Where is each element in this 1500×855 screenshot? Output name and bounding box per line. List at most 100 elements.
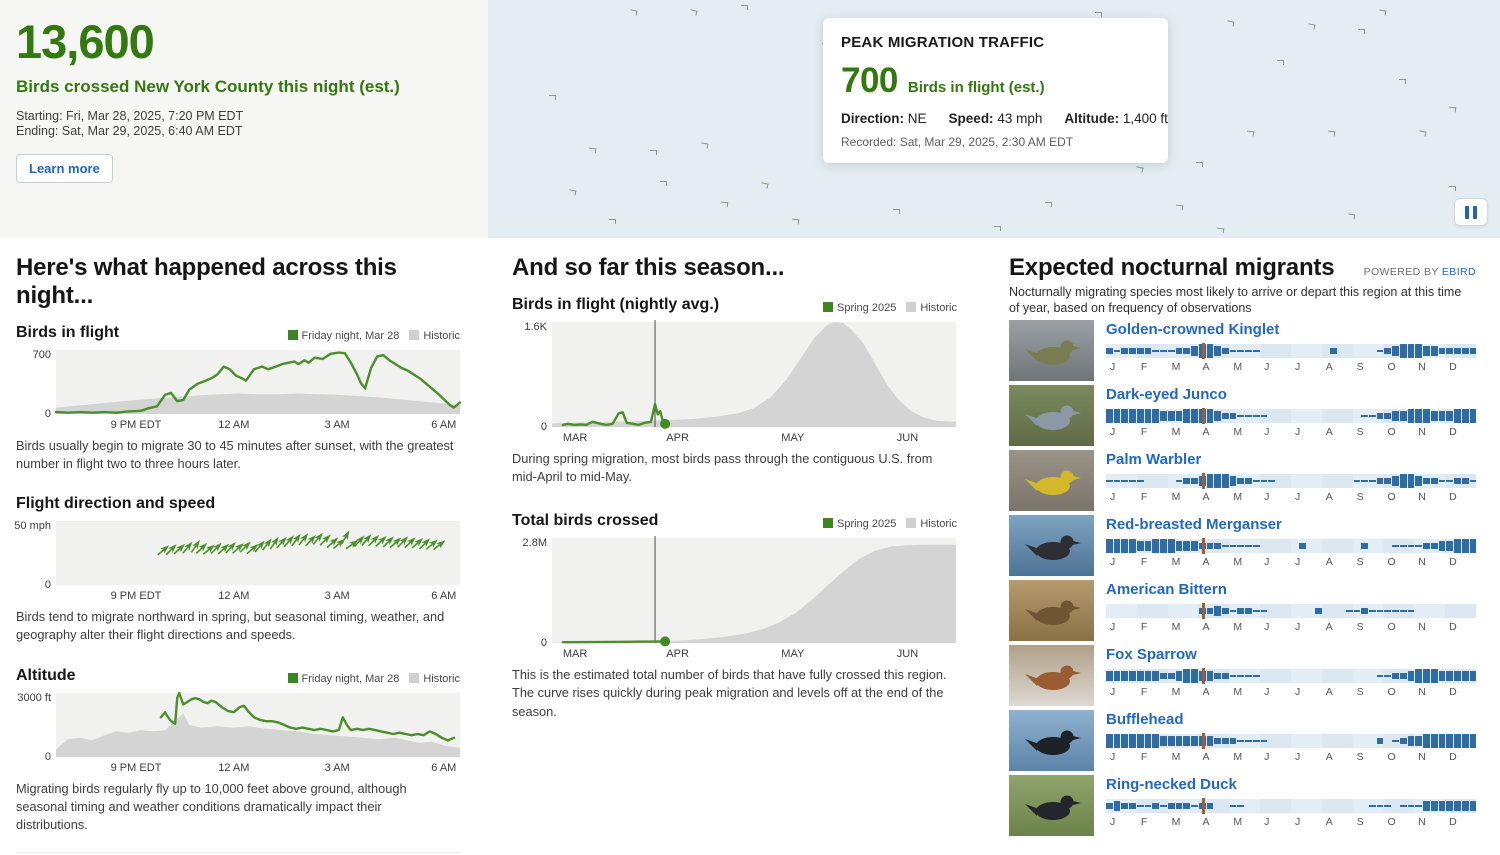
svg-text:0: 0 (541, 421, 547, 433)
bird-arrow-icon (1044, 202, 1052, 208)
species-photo[interactable] (1009, 385, 1094, 447)
ebird-link[interactable]: EBIRD (1441, 266, 1476, 278)
species-name-link[interactable]: American Bittern (1106, 581, 1227, 599)
birds-in-flight-chart: 700 0 9 PM EDT 12 AM 3 AM 6 AM (16, 347, 462, 431)
migrants-column: Expected nocturnal migrants POWERED BY E… (1009, 238, 1477, 853)
chart-legend: Spring 2025 Historic (823, 518, 957, 530)
peak-birds-label: Birds in flight (est.) (907, 79, 1045, 96)
bird-arrow-icon (1216, 228, 1224, 234)
svg-text:3 AM: 3 AM (325, 590, 350, 602)
svg-text:12 AM: 12 AM (218, 762, 249, 774)
species-name-link[interactable]: Palm Warbler (1106, 451, 1202, 469)
bird-arrow-icon (1449, 185, 1457, 191)
bird-arrow-icon (1226, 20, 1235, 27)
species-list: Golden-crowned Kinglet J F M A M J J A S O N D Dark-e… (1009, 320, 1477, 837)
peak-card-title: PEAK MIGRATION TRAFFIC (841, 34, 1045, 51)
historic-legend-swatch (906, 518, 917, 529)
night-column: Here's what happened across this night..… (14, 238, 462, 854)
chart-block-nightly-avg: Birds in flight (nightly avg.) Spring 20… (512, 296, 957, 486)
chart-caption: This is the estimated total number of bi… (512, 667, 947, 719)
species-photo[interactable] (1009, 580, 1094, 642)
bird-arrow-icon (1327, 130, 1336, 137)
species-name-link[interactable]: Dark-eyed Junco (1106, 386, 1227, 404)
species-name-link[interactable]: Ring-necked Duck (1106, 776, 1237, 794)
bird-arrow-icon (892, 209, 900, 215)
species-row: Bufflehead J F M A M J J A S O N D (1009, 710, 1477, 772)
birds-crossed-label: Birds crossed New York County this night… (16, 77, 400, 96)
historic-legend-swatch (906, 302, 917, 312)
svg-text:9 PM EDT: 9 PM EDT (111, 419, 162, 431)
direction-stat: Direction: NE (841, 111, 927, 126)
bird-arrow-icon (588, 147, 597, 153)
chart-title: Birds in flight (nightly avg.) (512, 296, 720, 313)
current-date-marker (1202, 733, 1206, 750)
species-name-link[interactable]: Golden-crowned Kinglet (1106, 321, 1280, 339)
species-frequency-chart (1106, 733, 1477, 750)
species-name-link[interactable]: Red-breasted Merganser (1106, 516, 1282, 534)
current-date-marker (1202, 668, 1206, 685)
season-column: And so far this season... Birds in fligh… (512, 238, 957, 853)
svg-text:12 AM: 12 AM (218, 590, 249, 602)
species-photo[interactable] (1009, 515, 1094, 577)
pause-animation-button[interactable] (1454, 198, 1488, 226)
learn-more-button[interactable]: Learn more (16, 153, 113, 183)
species-row: Dark-eyed Junco J F M A M J J A S O N D (1009, 385, 1477, 447)
chart-legend: Spring 2025 Historic (823, 302, 957, 314)
pause-icon (1465, 205, 1469, 219)
svg-text:0: 0 (541, 637, 547, 649)
historic-legend-swatch (409, 672, 420, 683)
svg-text:MAY: MAY (781, 432, 805, 444)
species-frequency-chart (1106, 668, 1477, 685)
species-frequency-chart (1106, 473, 1477, 490)
species-photo[interactable] (1009, 775, 1094, 837)
section-divider (16, 852, 460, 854)
chart-title: Flight direction and speed (16, 495, 216, 513)
peak-migration-card: PEAK MIGRATION TRAFFIC 700 Birds in flig… (823, 18, 1168, 163)
svg-text:JUN: JUN (897, 432, 918, 444)
chart-title: Total birds crossed (512, 512, 659, 530)
bird-arrow-icon (720, 202, 728, 208)
species-row: Ring-necked Duck J F M A M J J A S O N D (1009, 775, 1477, 837)
altitude-stat: Altitude: 1,400 ft (1064, 111, 1168, 126)
chart-caption: Birds usually begin to migrate 30 to 45 … (16, 438, 454, 472)
current-date-marker (1202, 603, 1206, 620)
species-photo[interactable] (1009, 320, 1094, 382)
svg-text:6 AM: 6 AM (431, 590, 456, 602)
bird-arrow-icon (689, 8, 698, 16)
hero-section: 13,600 Birds crossed New York County thi… (0, 0, 1500, 238)
species-name-link[interactable]: Fox Sparrow (1106, 646, 1197, 664)
species-photo[interactable] (1009, 450, 1094, 512)
bird-arrow-icon (1135, 165, 1144, 173)
current-legend-swatch (823, 302, 833, 312)
species-row: American Bittern J F M A M J J A S O N D (1009, 580, 1476, 642)
current-date-marker (1202, 798, 1206, 815)
ending-time: Ending: Sat, Mar 29, 2025, 6:40 AM EDT (16, 124, 243, 139)
bird-arrow-icon (1307, 23, 1316, 30)
starting-time: Starting: Fri, Mar 28, 2025, 7:20 PM EDT (16, 109, 244, 123)
species-photo[interactable] (1009, 645, 1094, 707)
species-photo[interactable] (1009, 710, 1094, 772)
species-name-link[interactable]: Bufflehead (1106, 711, 1184, 729)
migrants-subtitle: Nocturnally migrating species most likel… (1009, 285, 1462, 315)
season-section-heading: And so far this season... (512, 254, 785, 281)
svg-text:MAR: MAR (563, 432, 588, 444)
bird-arrow-icon (1196, 161, 1204, 167)
current-date-marker (1202, 343, 1206, 360)
svg-text:12 AM: 12 AM (218, 419, 249, 431)
bird-arrow-icon (1398, 78, 1406, 84)
species-row: Golden-crowned Kinglet J F M A M J J A S O N D (1009, 320, 1477, 382)
bird-arrow-icon (609, 218, 617, 224)
historic-legend-swatch (409, 330, 420, 340)
bird-arrow-icon (700, 142, 708, 149)
svg-text:2.8M: 2.8M (523, 537, 547, 549)
svg-text:APR: APR (666, 432, 689, 444)
bird-arrow-icon (1449, 106, 1457, 113)
powered-by: POWERED BY EBIRD (1363, 266, 1476, 278)
bird-arrow-icon (660, 180, 668, 186)
migration-map[interactable]: PEAK MIGRATION TRAFFIC 700 Birds in flig… (488, 0, 1500, 238)
